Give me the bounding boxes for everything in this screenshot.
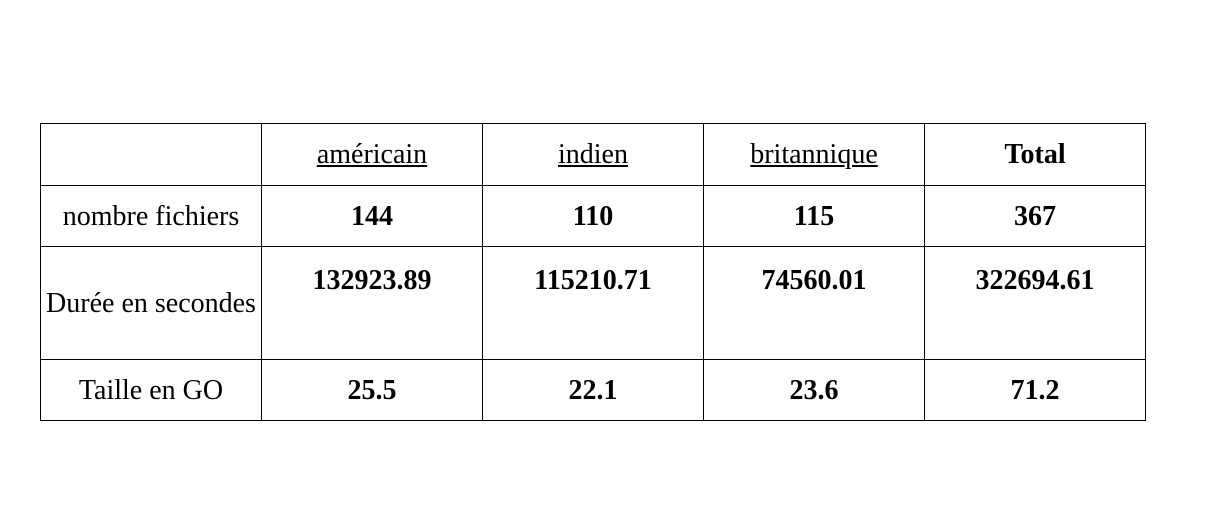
cell-value: 110 [482,185,704,247]
table-row-taille: Taille en GO 25.5 22.1 23.6 71.2 [40,359,1146,421]
stats-table: américain indien britannique Total nombr… [40,123,1146,421]
cell-value: 115210.71 [482,246,704,360]
cell-value: 23.6 [703,359,925,421]
cell-value-total: 322694.61 [924,246,1146,360]
cell-value: 22.1 [482,359,704,421]
row-label-nombre-fichiers: nombre fichiers [40,185,262,247]
cell-value: 144 [261,185,483,247]
row-label-taille: Taille en GO [40,359,262,421]
cell-value: 115 [703,185,925,247]
cell-value-total: 367 [924,185,1146,247]
header-cell-britannique: britannique [703,123,925,186]
table-header-row: américain indien britannique Total [40,123,1146,186]
cell-value: 25.5 [261,359,483,421]
header-cell-total: Total [924,123,1146,186]
row-label-duree: Durée en secondes [40,246,262,360]
table-row-duree: Durée en secondes 132923.89 115210.71 74… [40,246,1146,360]
header-cell-empty [40,123,262,186]
cell-value-total: 71.2 [924,359,1146,421]
header-cell-indien: indien [482,123,704,186]
cell-value: 74560.01 [703,246,925,360]
table-row-nombre-fichiers: nombre fichiers 144 110 115 367 [40,185,1146,247]
cell-value: 132923.89 [261,246,483,360]
header-cell-americain: américain [261,123,483,186]
